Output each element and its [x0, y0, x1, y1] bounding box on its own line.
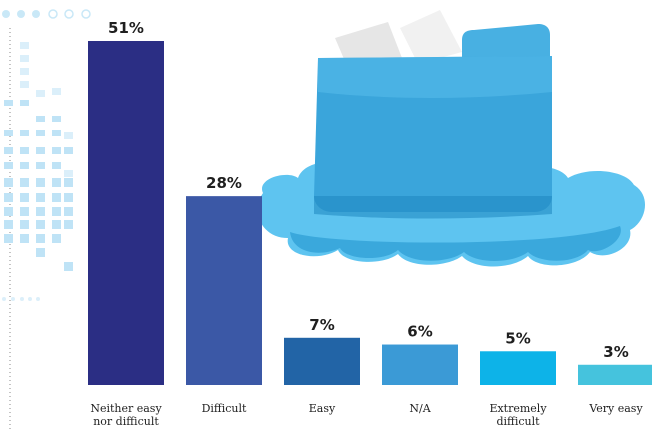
category-label-6: Very easy [588, 402, 643, 415]
category-label-4: N/A [409, 402, 431, 415]
value-label-2: 28% [206, 174, 242, 192]
category-label-5-line-2: difficult [496, 415, 540, 428]
category-label-1-line-1: Neither easy [90, 402, 162, 415]
value-label-3: 7% [309, 316, 334, 334]
category-label-3: Easy [309, 402, 336, 415]
bar-5 [480, 351, 556, 385]
value-label-5: 5% [505, 329, 530, 347]
value-label-6: 3% [603, 343, 628, 361]
bar-6 [578, 365, 652, 385]
bar-3 [284, 338, 360, 385]
value-label-1: 51% [108, 19, 144, 37]
category-label-2: Difficult [202, 402, 247, 415]
category-label-5-line-1: Extremely [489, 402, 547, 415]
bar-2 [186, 196, 262, 385]
dot-pattern [2, 10, 90, 431]
bar-4 [382, 345, 458, 385]
bar-1 [88, 41, 164, 385]
category-label-1-line-2: nor difficult [93, 415, 159, 428]
folder-cloud-illustration [258, 10, 645, 267]
value-label-4: 6% [407, 323, 432, 341]
